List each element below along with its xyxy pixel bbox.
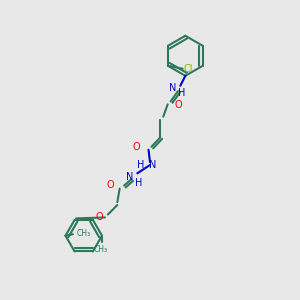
- Text: N: N: [148, 160, 156, 170]
- Text: H: H: [135, 178, 143, 188]
- Text: O: O: [96, 212, 103, 222]
- Text: CH₃: CH₃: [77, 229, 91, 238]
- Text: N: N: [126, 172, 134, 182]
- Text: N: N: [169, 83, 176, 93]
- Text: O: O: [174, 100, 182, 110]
- Text: O: O: [107, 180, 114, 190]
- Text: Cl: Cl: [183, 64, 193, 74]
- Text: H: H: [178, 88, 185, 98]
- Text: CH₃: CH₃: [94, 245, 108, 254]
- Text: O: O: [133, 142, 141, 152]
- Text: H: H: [137, 160, 144, 170]
